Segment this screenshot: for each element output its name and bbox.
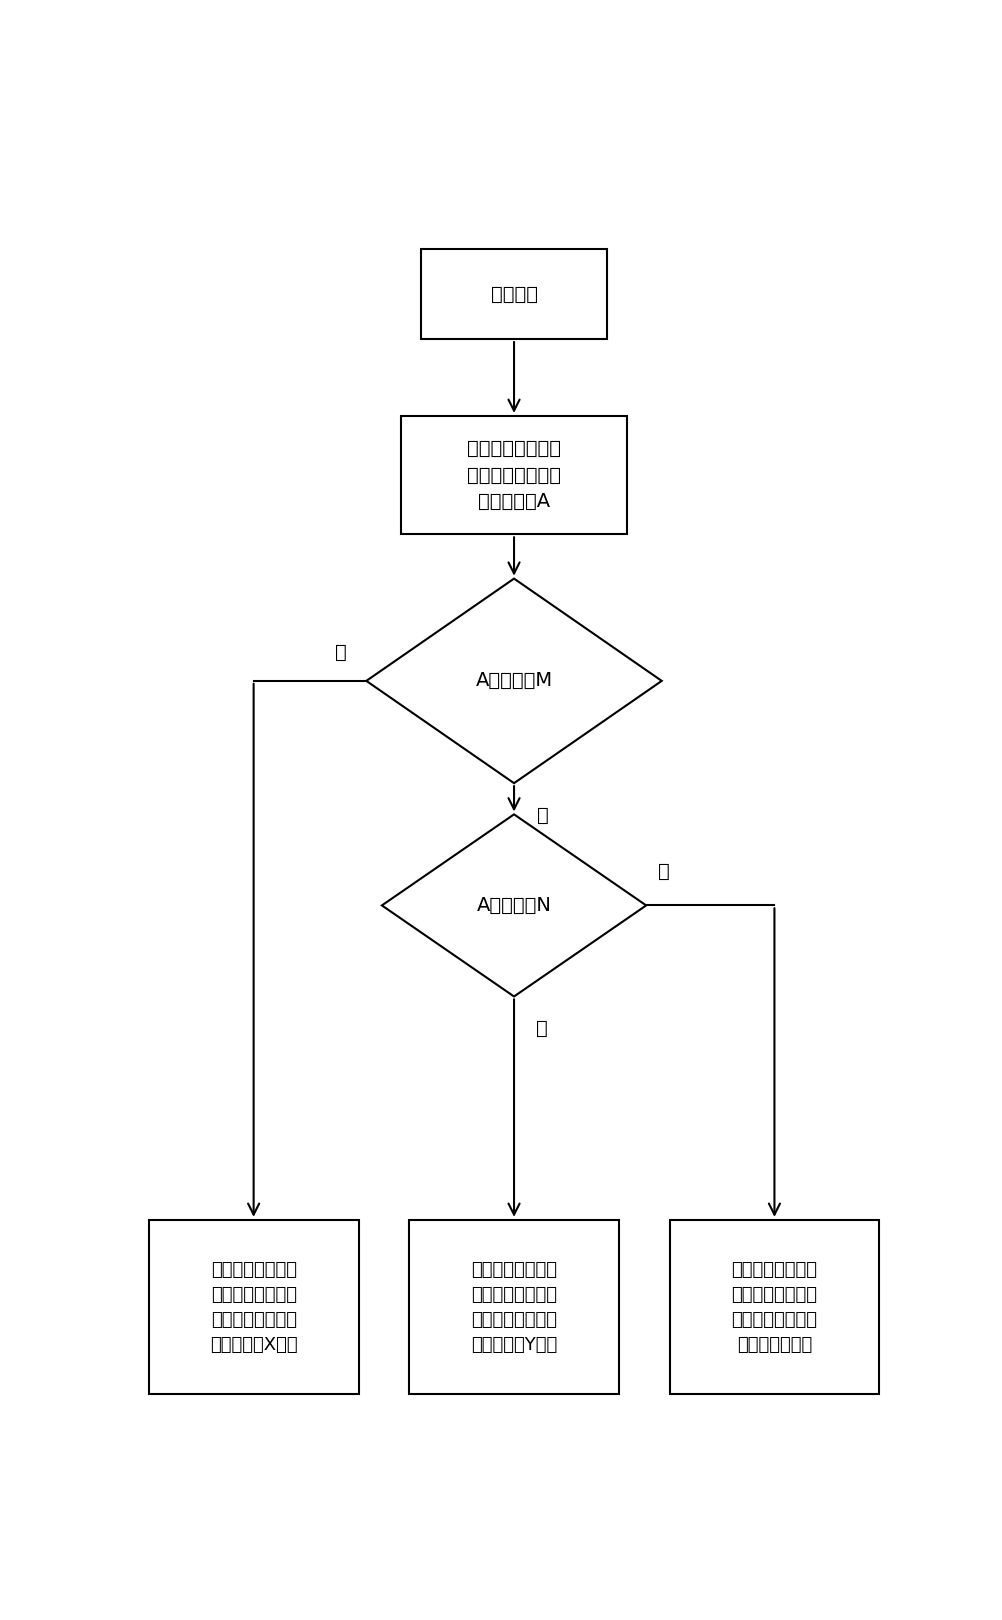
Text: 下次化霜周期在此
环境温度和湿度条
件下计算出的周期
基础上减小X小时: 下次化霜周期在此 环境温度和湿度条 件下计算出的周期 基础上减小X小时 xyxy=(209,1260,298,1354)
Polygon shape xyxy=(382,815,645,996)
Text: 下次化霜周期在此
环境温度和湿度条
件下计算出的周期
基础上增加Y小时: 下次化霜周期在此 环境温度和湿度条 件下计算出的周期 基础上增加Y小时 xyxy=(471,1260,556,1354)
Text: 否: 否 xyxy=(657,862,669,881)
Bar xyxy=(669,1220,879,1395)
Text: 化霜结束，记录此
次化霜时化霜加热
器工作时间A: 化霜结束，记录此 次化霜时化霜加热 器工作时间A xyxy=(467,439,560,510)
Text: 是: 是 xyxy=(535,1019,547,1038)
Text: 否: 否 xyxy=(537,805,548,825)
Polygon shape xyxy=(366,578,661,782)
Text: 是: 是 xyxy=(335,643,347,663)
Text: 开始化霜: 开始化霜 xyxy=(490,285,537,303)
Bar xyxy=(401,416,626,535)
Bar xyxy=(421,249,607,339)
Text: A大于阈值M: A大于阈值M xyxy=(475,671,552,690)
Text: 下次化霜周期在此
环境温度和湿度条
件下计算出的周期
基础上不做调整: 下次化霜周期在此 环境温度和湿度条 件下计算出的周期 基础上不做调整 xyxy=(730,1260,817,1354)
Bar xyxy=(409,1220,618,1395)
Bar xyxy=(148,1220,359,1395)
Text: A小于阈值N: A小于阈值N xyxy=(476,896,551,915)
